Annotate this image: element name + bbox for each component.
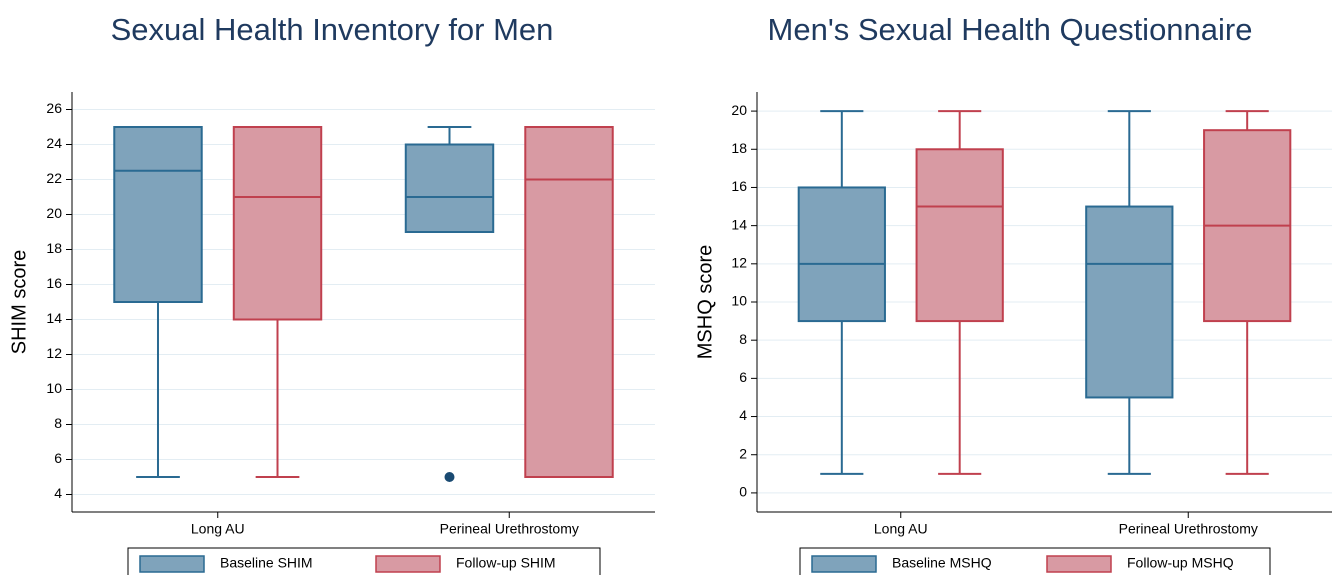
y-tick-label: 0 <box>739 484 747 500</box>
box <box>797 186 886 323</box>
y-axis-label: SHIM score <box>8 250 30 354</box>
legend-swatch <box>375 555 441 573</box>
legend-label: Follow-up MSHQ <box>1127 555 1234 571</box>
y-tick-label: 24 <box>46 135 62 151</box>
box <box>404 143 495 233</box>
y-tick-label: 16 <box>46 275 62 291</box>
y-tick-label: 10 <box>731 293 747 309</box>
y-tick-label: 22 <box>46 170 62 186</box>
y-tick-label: 16 <box>731 178 747 194</box>
box <box>1085 205 1174 399</box>
chart-title: Sexual Health Inventory for Men <box>111 12 554 47</box>
x-tick-label: Long AU <box>191 521 245 537</box>
legend-label: Baseline SHIM <box>220 555 313 571</box>
legend-swatch <box>139 555 205 573</box>
y-tick-label: 10 <box>46 380 62 396</box>
box <box>524 126 614 478</box>
y-tick-label: 8 <box>54 415 62 431</box>
x-tick-label: Perineal Urethrostomy <box>1119 521 1258 537</box>
legend-label: Follow-up SHIM <box>456 555 556 571</box>
box <box>232 126 323 321</box>
y-axis-label: MSHQ score <box>694 245 716 359</box>
x-tick-label: Perineal Urethrostomy <box>440 521 579 537</box>
outlier <box>444 472 455 482</box>
legend-swatch <box>811 555 877 573</box>
x-tick-label: Long AU <box>874 521 928 537</box>
chart-title: Men's Sexual Health Questionnaire <box>768 12 1253 47</box>
box <box>915 148 1004 323</box>
y-tick-label: 4 <box>739 407 747 423</box>
y-tick-label: 14 <box>731 216 747 232</box>
y-tick-label: 18 <box>46 240 62 256</box>
y-tick-label: 12 <box>731 255 747 271</box>
y-tick-label: 6 <box>739 369 747 385</box>
y-tick-label: 6 <box>54 450 62 466</box>
y-tick-label: 2 <box>739 445 747 461</box>
y-tick-label: 26 <box>46 100 62 116</box>
legend-label: Baseline MSHQ <box>892 555 992 571</box>
legend-swatch <box>1046 555 1112 573</box>
y-tick-label: 12 <box>46 345 62 361</box>
y-tick-label: 20 <box>46 205 62 221</box>
y-tick-label: 14 <box>46 310 62 326</box>
y-tick-label: 8 <box>739 331 747 347</box>
y-tick-label: 20 <box>731 102 747 118</box>
y-tick-label: 18 <box>731 140 747 156</box>
box <box>113 126 203 303</box>
legend <box>127 547 601 575</box>
legend <box>799 547 1271 575</box>
y-tick-label: 4 <box>54 485 62 501</box>
